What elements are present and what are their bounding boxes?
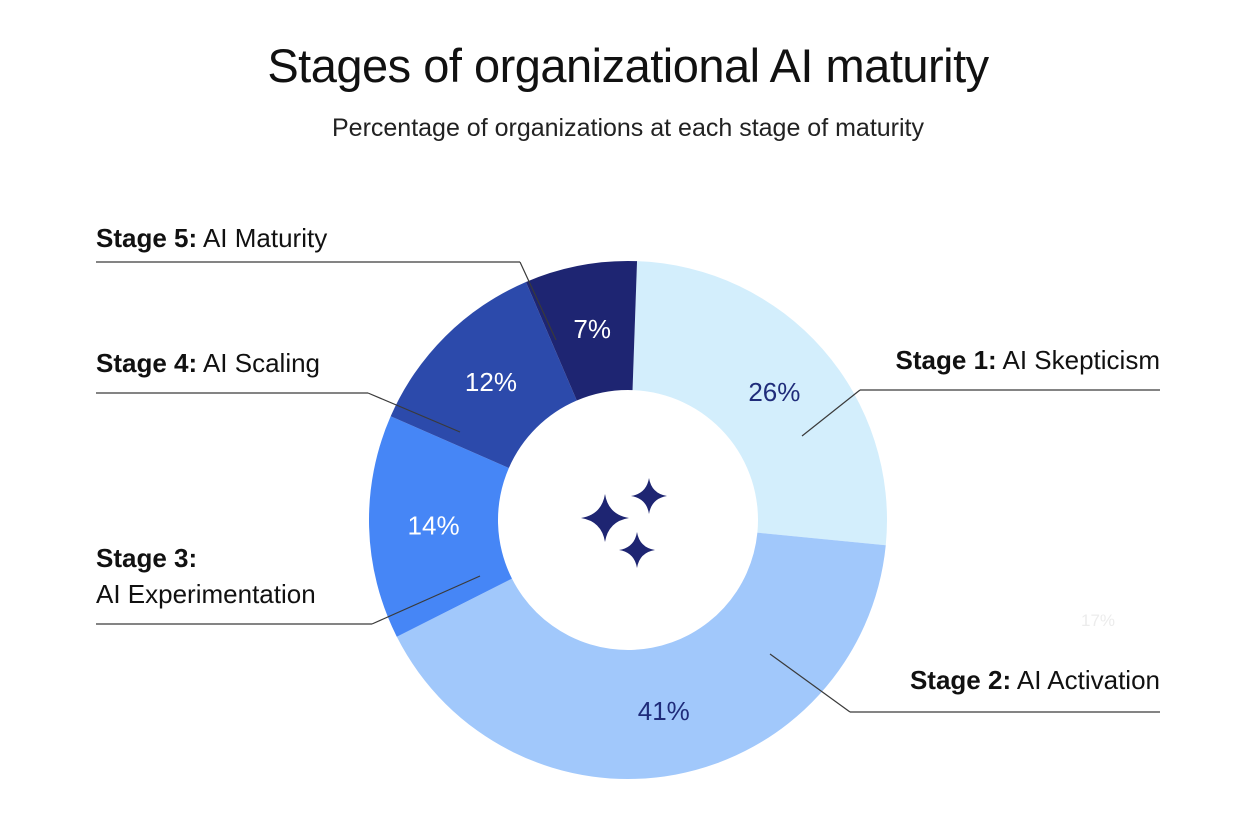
label-stage-4: Stage 4: AI Scaling bbox=[96, 345, 320, 381]
slice-stage-1 bbox=[632, 261, 887, 546]
leader-line-stage-1 bbox=[801, 389, 861, 437]
label-stage-1: Stage 1: AI Skepticism bbox=[896, 342, 1160, 378]
label-stage-2-stage: Stage 2: bbox=[909, 665, 1012, 695]
slice-stage-5 bbox=[525, 260, 638, 401]
sparkles-icon bbox=[581, 478, 667, 568]
label-stage-1-name: AI Skepticism bbox=[1002, 345, 1161, 375]
label-stage-2: Stage 2: AI Activation bbox=[910, 662, 1160, 698]
label-stage-5-stage: Stage 5: bbox=[96, 223, 198, 253]
leader-line-stage-5 bbox=[519, 261, 557, 341]
slice-stage-4 bbox=[390, 281, 577, 468]
pct-label-stage-5: 7% bbox=[573, 314, 611, 344]
label-stage-4-name: AI Scaling bbox=[202, 348, 321, 378]
slice-stage-2 bbox=[396, 532, 886, 780]
label-stage-5: Stage 5: AI Maturity bbox=[96, 220, 327, 256]
label-stage-2-name: AI Activation bbox=[1016, 665, 1160, 695]
percent-labels: 26% 41% 14% 12% 7% bbox=[408, 314, 801, 726]
label-stage-3: Stage 3: AI Experimentation bbox=[96, 540, 316, 612]
label-stage-1-stage: Stage 1: bbox=[895, 345, 997, 375]
donut-slices bbox=[369, 260, 887, 780]
label-stage-3-stage: Stage 3: bbox=[96, 543, 198, 573]
leader-lines bbox=[96, 261, 1160, 713]
pct-label-stage-4: 12% bbox=[465, 367, 517, 397]
pct-label-stage-2: 41% bbox=[638, 696, 690, 726]
sparkle-shape bbox=[619, 532, 655, 568]
sparkle-shape bbox=[631, 478, 667, 514]
label-stage-3-name: AI Experimentation bbox=[96, 579, 316, 609]
chart-subtitle: Percentage of organizations at each stag… bbox=[331, 114, 925, 142]
leader-line-stage-2 bbox=[769, 653, 851, 713]
sparkle-shape bbox=[581, 494, 629, 542]
leader-line-stage-4 bbox=[367, 392, 461, 433]
pct-label-stage-3: 14% bbox=[408, 510, 460, 540]
label-stage-4-stage: Stage 4: bbox=[96, 348, 198, 378]
chart-title: Stages of organizational AI maturity bbox=[267, 39, 989, 92]
label-stage-5-name: AI Maturity bbox=[202, 223, 328, 253]
slice-stage-3 bbox=[369, 416, 512, 637]
leader-line-stage-3 bbox=[371, 575, 481, 625]
pct-label-stage-1: 26% bbox=[748, 377, 800, 407]
stray-label: 17% bbox=[1081, 611, 1115, 630]
